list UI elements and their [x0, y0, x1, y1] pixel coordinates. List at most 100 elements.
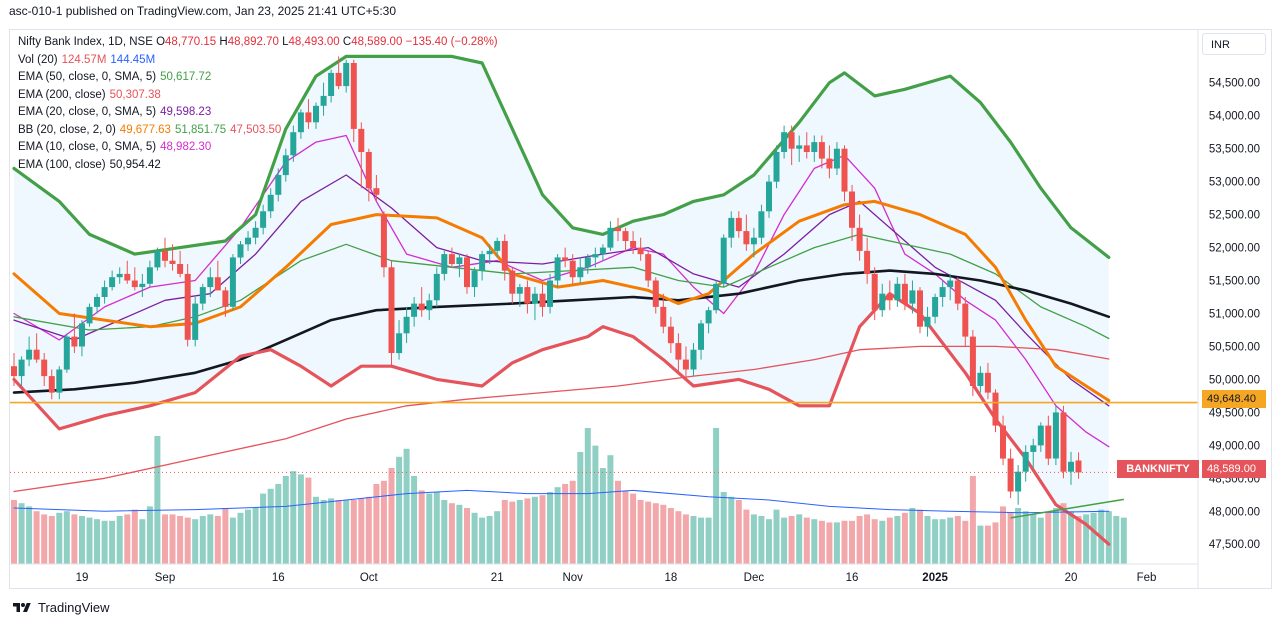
candle-body [879, 293, 886, 311]
candle-body [177, 264, 184, 274]
volume-bar [169, 514, 176, 564]
volume-bar [615, 480, 621, 564]
volume-bar [992, 522, 999, 564]
candle-body [660, 306, 667, 327]
indicator-name: BB (20, close, 2, 0) [18, 123, 116, 136]
candle-body [18, 359, 25, 377]
legend-indicator-row[interactable]: EMA (200, close) 50,307.38 [18, 87, 498, 105]
indicator-value: 50,617.72 [160, 71, 212, 83]
volume-bar [41, 514, 48, 564]
volume-bar [79, 516, 85, 564]
volume-bar [698, 517, 704, 564]
candle-body [426, 300, 433, 311]
chart-frame[interactable] [9, 29, 1272, 589]
volume-bar [984, 525, 991, 564]
tradingview-logo-icon [13, 602, 31, 612]
candle-body [1075, 460, 1082, 473]
candle-body [328, 72, 335, 96]
volume-bar [939, 519, 946, 564]
candle-body [811, 142, 818, 152]
volume-bar [11, 500, 17, 564]
volume-bar [214, 516, 221, 564]
volume-bars [11, 428, 1127, 564]
candle-body [396, 333, 403, 354]
candle-body [260, 211, 267, 228]
series-line [13, 489, 1110, 514]
currency-button[interactable]: INR [1202, 33, 1266, 55]
volume-bar [826, 522, 833, 564]
volume-bar [630, 493, 637, 564]
volume-bar [229, 517, 236, 564]
candle-body [418, 303, 425, 311]
candle-body [486, 250, 493, 255]
candle-body [531, 293, 538, 304]
volume-bar [818, 520, 825, 564]
volume-bar [622, 490, 629, 564]
candle-body [358, 128, 365, 152]
volume-bar [154, 436, 161, 564]
volume-bar [803, 517, 810, 564]
volume-bar [1075, 516, 1082, 564]
time-tick-label: 16 [272, 572, 285, 584]
price-change: −135.40 (−0.28%) [405, 36, 498, 48]
legend-indicator-row[interactable]: EMA (20, close, 0, SMA, 5) 49,598.23 [18, 104, 498, 122]
legend-indicator-row[interactable]: EMA (50, close, 0, SMA, 5) 50,617.72 [18, 69, 498, 87]
time-tick-label: 18 [665, 572, 678, 584]
candle-body [524, 287, 531, 304]
candle-body [947, 280, 954, 288]
volume-bar [1120, 517, 1127, 564]
indicator-name: EMA (10, close, 0, SMA, 5) [18, 141, 157, 153]
candle-body [728, 217, 735, 238]
candle-body [833, 148, 840, 169]
candle-body [796, 145, 803, 149]
volume-bar [932, 519, 939, 564]
volume-bar [1000, 506, 1006, 564]
legend-indicator-row[interactable]: EMA (100, close) 50,954.42 [18, 157, 498, 175]
candle-body [101, 287, 108, 297]
candle-body [577, 267, 584, 278]
volume-bar [380, 480, 387, 564]
volume-bar [924, 516, 931, 564]
candle-body [411, 303, 418, 317]
volume-bar [1007, 512, 1014, 564]
volume-bar [539, 495, 546, 564]
legend-indicator-row[interactable]: Vol (20) 124.57M 144.45M [18, 52, 498, 70]
indicator-value: 51,851.75 [174, 123, 227, 136]
volume-bar [131, 509, 138, 564]
price-tick-label: 48,000.00 [1209, 506, 1260, 518]
volume-bar [48, 516, 55, 564]
legend-indicator-row[interactable]: BB (20, close, 2, 0) 49,677.63 51,851.75 47… [18, 122, 498, 140]
candle-body [886, 293, 893, 301]
candle-body [41, 359, 48, 377]
volume-bar [426, 493, 433, 564]
candle-body [343, 63, 350, 87]
volume-bar [720, 492, 727, 564]
candle-body [781, 132, 788, 152]
volume-bar [758, 516, 765, 564]
candle-body [109, 277, 116, 288]
volume-bar [584, 428, 591, 564]
volume-bar [18, 503, 25, 564]
volume-bar [33, 511, 40, 564]
volume-bar [1030, 514, 1037, 564]
volume-bar [471, 512, 478, 564]
price-tick-label: 54,500.00 [1209, 78, 1260, 90]
candle-body [192, 303, 199, 340]
volume-bar [833, 522, 840, 564]
volume-bar [901, 512, 908, 564]
volume-bar [494, 511, 501, 564]
volume-bar [116, 516, 123, 564]
price-axis-bg[interactable] [1198, 30, 1271, 588]
volume-bar [554, 487, 561, 564]
legend-indicator-row[interactable]: EMA (10, close, 0, SMA, 5) 48,982.30 [18, 139, 498, 157]
trend-line[interactable] [1010, 498, 1124, 519]
candle-body [1037, 425, 1044, 446]
indicator-value: 50,954.42 [109, 158, 161, 171]
volume-bar [562, 484, 569, 564]
candle-body [169, 260, 176, 264]
volume-bar [645, 501, 652, 564]
volume-bar [1060, 503, 1067, 564]
tradingview-brand[interactable]: TradingView [11, 600, 110, 615]
volume-bar [682, 514, 689, 564]
